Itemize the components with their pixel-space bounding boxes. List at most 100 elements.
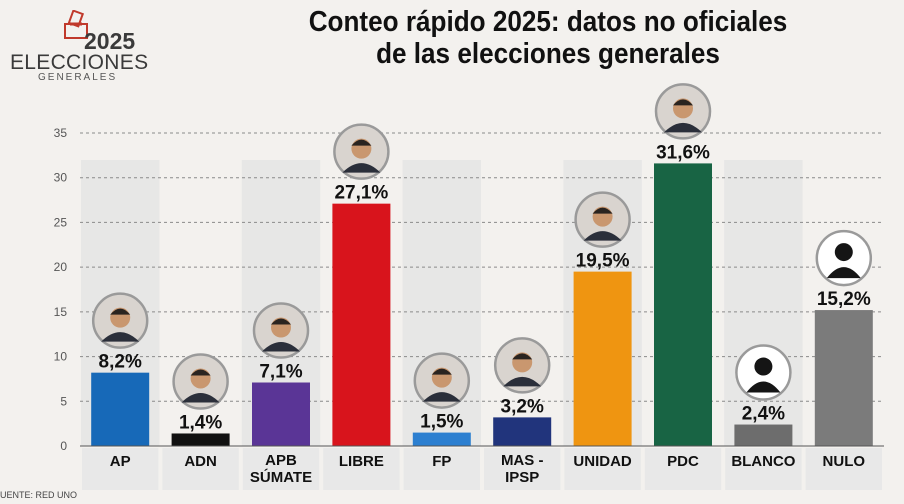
- photo-suit: [181, 392, 220, 403]
- category-label-line: BLANCO: [731, 453, 795, 470]
- ballot-box-icon: [64, 10, 88, 39]
- photo-suit: [262, 342, 300, 352]
- bar: [493, 417, 552, 446]
- elections-logo: 2025 ELECCIONES GENERALES: [8, 8, 158, 84]
- logo-subtitle: GENERALES: [38, 72, 118, 83]
- category-label-line: SÚMATE: [250, 468, 312, 486]
- source-note: UENTE: RED UNO: [0, 490, 78, 500]
- category-label-line: APB: [265, 452, 297, 469]
- bar: [252, 382, 310, 446]
- photo-hair: [673, 99, 693, 106]
- category-label-line: FP: [432, 453, 451, 470]
- photo-suit: [583, 231, 622, 241]
- category-label: LIBRE: [339, 453, 384, 470]
- photo-hair: [271, 318, 291, 325]
- category-label-line: AP: [110, 453, 131, 470]
- candidate-photo: [574, 191, 631, 248]
- photo-hair: [592, 207, 613, 214]
- photo-suit: [422, 392, 461, 402]
- data-label: 15,2%: [817, 289, 871, 310]
- bar: [654, 163, 712, 447]
- y-tick-label: 35: [54, 126, 68, 140]
- category-label-line: PDC: [667, 453, 699, 470]
- bar: [814, 310, 873, 446]
- category-label-box: [162, 448, 239, 490]
- photo-hair: [351, 139, 372, 146]
- candidate-photo: [172, 353, 229, 410]
- y-tick-label: 20: [54, 260, 68, 274]
- logo-year: 2025: [84, 28, 136, 54]
- data-label: 1,4%: [179, 412, 222, 433]
- data-label: 2,4%: [742, 404, 785, 425]
- y-tick-label: 30: [54, 171, 68, 185]
- bar: [332, 203, 391, 446]
- category-label: AP: [110, 453, 131, 470]
- bar: [573, 271, 632, 446]
- category-label-box: [323, 448, 400, 490]
- data-label: 19,5%: [576, 251, 630, 272]
- category-label: ADN: [184, 453, 217, 470]
- silhouette-body: [826, 267, 861, 279]
- category-label: APB SÚMATE: [250, 452, 312, 486]
- data-label: 8,2%: [99, 352, 142, 373]
- candidate-photo: [654, 83, 712, 140]
- y-tick-label: 10: [54, 350, 68, 364]
- category-label-box: [564, 448, 641, 490]
- photo-hair: [190, 369, 211, 376]
- silhouette-photo: [815, 229, 873, 287]
- category-label-line: UNIDAD: [573, 453, 631, 470]
- silhouette-head: [834, 243, 853, 262]
- data-label: 27,1%: [334, 183, 388, 204]
- category-label-box: [82, 448, 159, 490]
- category-label: NULO: [823, 453, 866, 470]
- category-label: FP: [432, 453, 451, 470]
- category-label-line: MAS -: [501, 452, 544, 469]
- bar: [412, 432, 471, 446]
- chart-title-line-1: Conteo rápido 2025: datos no oficiales: [308, 6, 788, 38]
- chart-title: Conteo rápido 2025: datos no oficiales d…: [278, 6, 818, 70]
- category-label-box: [484, 448, 561, 490]
- candidate-photo: [333, 123, 390, 180]
- category-label: MAS -IPSP: [501, 452, 544, 486]
- candidate-photo: [413, 352, 471, 409]
- category-label-box: [403, 448, 480, 490]
- candidate-photo: [91, 292, 149, 349]
- silhouette-body: [746, 381, 781, 393]
- y-tick-label: 25: [54, 215, 68, 229]
- photo-hair: [431, 368, 452, 375]
- photo-suit: [503, 376, 542, 387]
- chart-title-line-2: de las elecciones generales: [376, 38, 720, 70]
- category-label-box: [644, 448, 722, 490]
- logo-word: ELECCIONES: [10, 51, 149, 74]
- category-label-box: [725, 448, 802, 490]
- y-tick-label: 15: [54, 305, 68, 319]
- silhouette-head: [754, 357, 773, 376]
- photo-suit: [342, 163, 381, 173]
- data-label: 7,1%: [259, 362, 302, 383]
- category-label-line: IPSP: [505, 469, 539, 486]
- photo-suit: [101, 332, 140, 342]
- candidate-photo: [493, 337, 551, 394]
- bar: [91, 372, 150, 446]
- photo-hair: [512, 353, 533, 360]
- category-label: PDC: [667, 453, 699, 470]
- silhouette-photo: [735, 344, 792, 401]
- bar: [734, 424, 793, 446]
- category-label: UNIDAD: [573, 453, 631, 470]
- category-label: BLANCO: [731, 453, 795, 470]
- y-tick-label: 5: [60, 394, 67, 408]
- data-label: 3,2%: [501, 396, 544, 417]
- category-label-line: NULO: [823, 453, 866, 470]
- photo-suit: [664, 122, 702, 133]
- bar: [171, 433, 230, 446]
- data-label: 31,6%: [656, 142, 710, 163]
- y-tick-label: 0: [60, 439, 67, 453]
- category-label-box: [242, 448, 320, 490]
- category-label-line: ADN: [184, 453, 217, 470]
- data-label: 1,5%: [420, 412, 463, 433]
- candidate-photo: [252, 302, 310, 359]
- category-label-line: LIBRE: [339, 453, 384, 470]
- photo-hair: [110, 308, 131, 315]
